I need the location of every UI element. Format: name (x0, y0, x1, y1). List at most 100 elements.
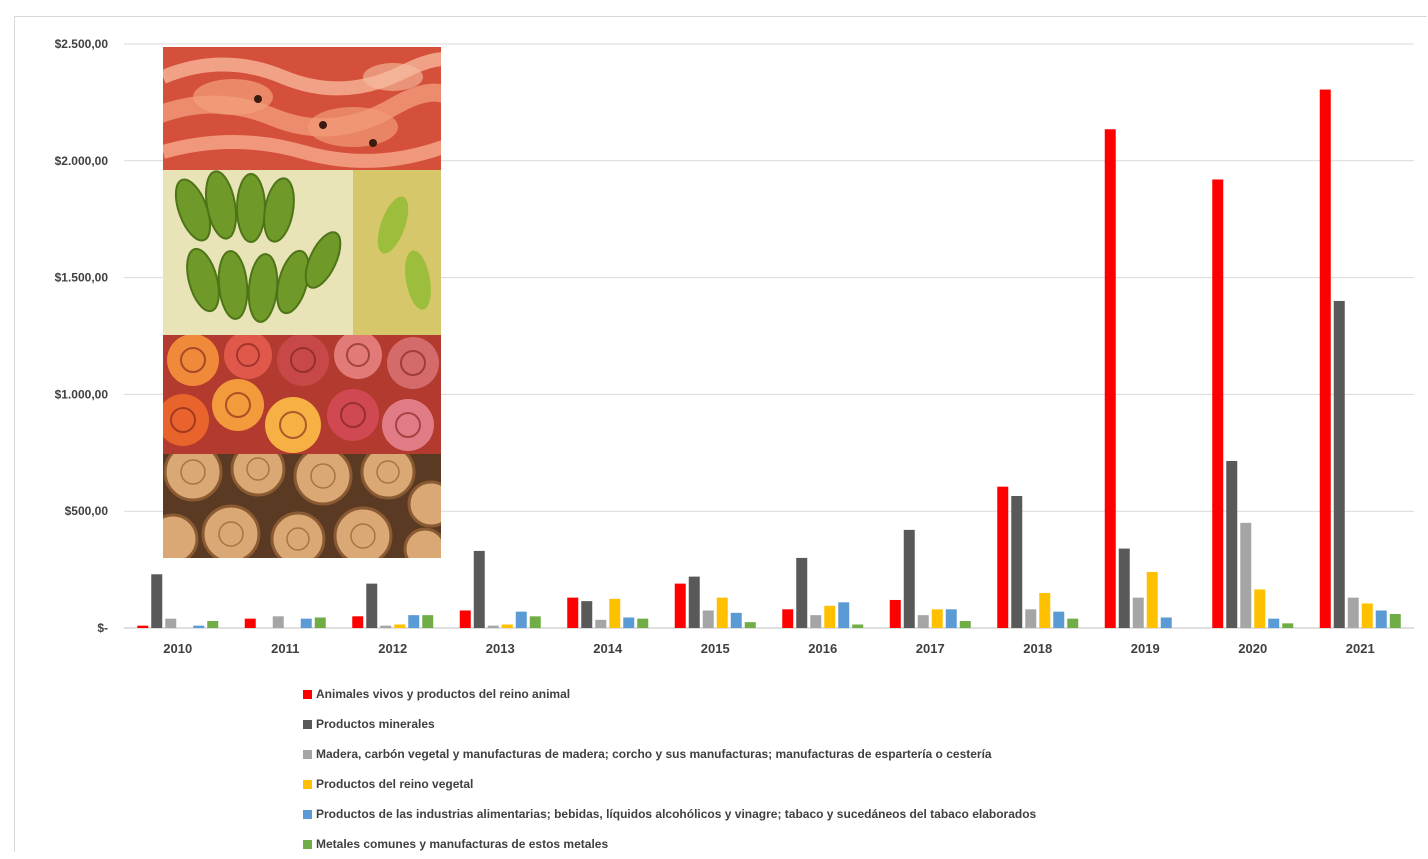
bar-2013-series-3 (487, 625, 499, 628)
legend-swatch (303, 689, 312, 699)
bar-2012-series-3 (380, 625, 392, 628)
y-tick-label: $- (97, 621, 108, 635)
y-tick-label: $2.500,00 (55, 37, 109, 51)
legend: Animales vivos y productos del reino ani… (303, 679, 1036, 859)
y-tick-label: $1.000,00 (55, 387, 109, 401)
bar-2020-series-1 (1212, 179, 1224, 628)
bar-2021-series-2 (1333, 300, 1345, 628)
legend-item: Productos del reino vegetal (303, 769, 1036, 799)
chart-frame (14, 16, 1427, 852)
bar-2011-series-5 (300, 618, 312, 628)
bar-2020-series-5 (1268, 618, 1280, 628)
bar-2013-series-2 (473, 550, 485, 628)
bar-2020-series-4 (1254, 589, 1266, 628)
bar-2013-series-4 (501, 624, 513, 628)
bar-2012-series-6 (422, 615, 434, 628)
legend-swatch (303, 809, 312, 819)
x-tick-label: 2014 (593, 641, 623, 656)
bar-2011-series-6 (314, 617, 326, 628)
x-tick-label: 2010 (163, 641, 192, 656)
bar-2012-series-1 (352, 616, 364, 628)
bar-2019-series-5 (1160, 617, 1172, 628)
x-tick-label: 2012 (378, 641, 407, 656)
bar-2018-series-5 (1053, 611, 1065, 628)
legend-label: Metales comunes y manufacturas de estos … (316, 837, 609, 851)
bar-2011-series-3 (272, 616, 284, 628)
legend-item: Productos minerales (303, 709, 1036, 739)
bar-2016-series-4 (824, 605, 836, 628)
legend-item: Productos de las industrias alimentarias… (303, 799, 1036, 829)
wood-logs-photo (163, 454, 441, 558)
bar-2018-series-1 (997, 486, 1009, 628)
bar-2020-series-3 (1240, 522, 1252, 628)
shrimp-photo (163, 47, 441, 170)
bar-2021-series-3 (1347, 597, 1359, 628)
bar-2010-series-1 (137, 625, 149, 628)
bar-2016-series-2 (796, 557, 808, 628)
x-tick-label: 2016 (808, 641, 837, 656)
bar-2012-series-2 (366, 583, 378, 628)
bar-2021-series-1 (1319, 89, 1331, 628)
legend-label: Productos del reino vegetal (316, 777, 474, 791)
bars (137, 89, 1401, 628)
y-tick-label: $1.500,00 (55, 271, 109, 285)
bar-2018-series-2 (1011, 496, 1023, 628)
roses-photo (163, 335, 441, 454)
bar-2018-series-6 (1067, 618, 1079, 628)
bar-2014-series-3 (595, 619, 607, 628)
bar-2020-series-6 (1282, 623, 1294, 628)
bar-2021-series-5 (1375, 610, 1387, 628)
bar-2016-series-5 (838, 602, 850, 628)
product-photo-collage (163, 47, 441, 558)
bar-2012-series-4 (394, 624, 406, 628)
bar-2019-series-3 (1132, 597, 1144, 628)
bar-2014-series-6 (637, 618, 649, 628)
x-tick-label: 2019 (1131, 641, 1160, 656)
bar-2021-series-4 (1361, 603, 1373, 628)
bar-2015-series-5 (730, 612, 742, 628)
legend-swatch (303, 749, 312, 759)
x-tick-label: 2015 (701, 641, 730, 656)
bar-2017-series-5 (945, 609, 957, 628)
bar-2015-series-2 (688, 576, 700, 628)
bar-2018-series-4 (1039, 592, 1051, 628)
bar-2016-series-1 (782, 609, 794, 628)
x-tick-label: 2011 (271, 641, 299, 656)
bar-2013-series-6 (529, 616, 541, 628)
legend-label: Productos de las industrias alimentarias… (316, 807, 1037, 821)
bar-2017-series-4 (931, 609, 943, 628)
bar-2018-series-3 (1025, 609, 1037, 628)
bar-2015-series-6 (744, 622, 756, 628)
y-tick-label: $500,00 (65, 504, 109, 518)
bar-2013-series-1 (459, 610, 471, 628)
bar-2017-series-2 (903, 529, 915, 628)
bar-2020-series-2 (1226, 460, 1238, 628)
legend-swatch (303, 839, 312, 849)
bar-2016-series-6 (852, 624, 864, 628)
bar-2010-series-6 (207, 620, 219, 628)
bar-2019-series-2 (1118, 548, 1130, 628)
bar-2010-series-3 (165, 618, 177, 628)
bar-2010-series-2 (151, 574, 163, 628)
bar-2019-series-1 (1104, 129, 1116, 628)
bar-2014-series-5 (623, 617, 635, 628)
bar-2019-series-4 (1146, 571, 1158, 628)
bar-2017-series-3 (917, 615, 929, 628)
legend-item: Madera, carbón vegetal y manufacturas de… (303, 739, 1036, 769)
x-tick-label: 2018 (1023, 641, 1052, 656)
bar-2010-series-5 (193, 625, 205, 628)
bar-2014-series-4 (609, 598, 621, 628)
legend-item: Animales vivos y productos del reino ani… (303, 679, 1036, 709)
x-tick-label: 2017 (916, 641, 945, 656)
x-tick-label: 2021 (1346, 641, 1375, 656)
bar-2012-series-5 (408, 615, 420, 628)
bar-2014-series-2 (581, 601, 593, 628)
legend-item: Metales comunes y manufacturas de estos … (303, 829, 1036, 859)
bar-2013-series-5 (515, 611, 527, 628)
banana-photo (163, 170, 441, 335)
gridlines (124, 43, 1414, 629)
bar-2016-series-3 (810, 615, 822, 628)
y-axis: $- $500,00 $1.000,00 $1.500,00 $2.000,00 $2.5… (55, 37, 109, 635)
y-tick-label: $2.000,00 (55, 154, 109, 168)
